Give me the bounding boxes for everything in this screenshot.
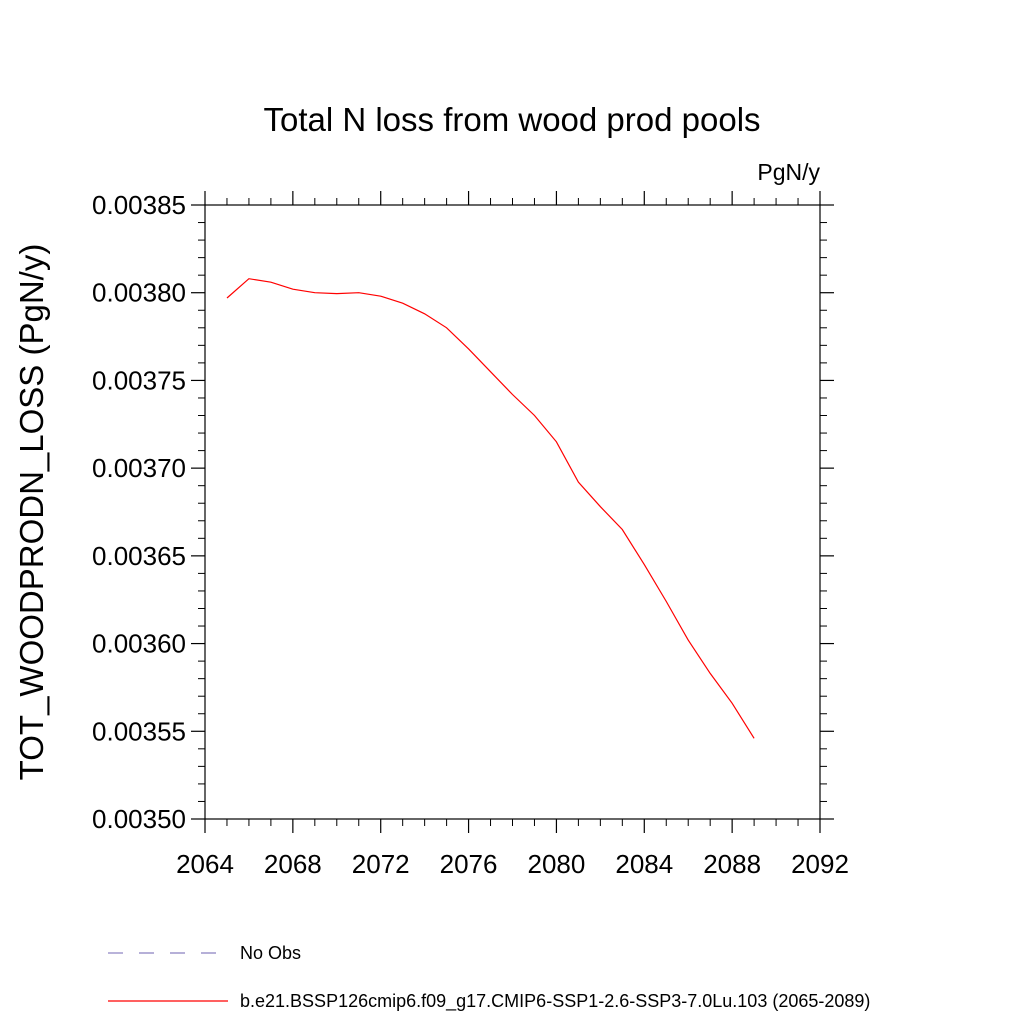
y-tick-label: 0.00385	[92, 190, 186, 220]
series-line	[226, 278, 755, 739]
units-label: PgN/y	[757, 159, 820, 185]
y-tick-label: 0.00365	[92, 541, 186, 571]
legend-label: No Obs	[240, 943, 301, 963]
x-tick-label: 2068	[264, 849, 322, 879]
series-layer	[226, 278, 755, 739]
y-tick-label: 0.00350	[92, 804, 186, 834]
y-axis-label: TOT_WOODPRODN_LOSS (PgN/y)	[13, 244, 50, 781]
x-tick-label: 2092	[791, 849, 849, 879]
y-tick-label: 0.00380	[92, 278, 186, 308]
y-tick-label: 0.00370	[92, 453, 186, 483]
legend-label: b.e21.BSSP126cmip6.f09_g17.CMIP6-SSP1-2.…	[240, 991, 870, 1012]
x-tick-label: 2088	[703, 849, 761, 879]
x-tick-label: 2084	[615, 849, 673, 879]
major-ticks	[191, 191, 834, 833]
minor-ticks	[198, 198, 827, 826]
plot-frame	[204, 204, 821, 820]
x-tick-label: 2072	[352, 849, 410, 879]
x-tick-labels: 2064 2068 2072 2076 2080 2084 2088 2092	[176, 849, 849, 879]
chart-title: Total N loss from wood prod pools	[263, 101, 760, 138]
x-tick-label: 2080	[528, 849, 586, 879]
y-tick-label: 0.00375	[92, 365, 186, 395]
y-tick-label: 0.00360	[92, 629, 186, 659]
x-tick-label: 2064	[176, 849, 234, 879]
y-tick-label: 0.00355	[92, 716, 186, 746]
legend: No Obs b.e21.BSSP126cmip6.f09_g17.CMIP6-S…	[108, 943, 870, 1012]
y-tick-labels: 0.00385 0.00380 0.00375 0.00370 0.00365 0.003…	[92, 190, 186, 834]
x-tick-label: 2076	[440, 849, 498, 879]
